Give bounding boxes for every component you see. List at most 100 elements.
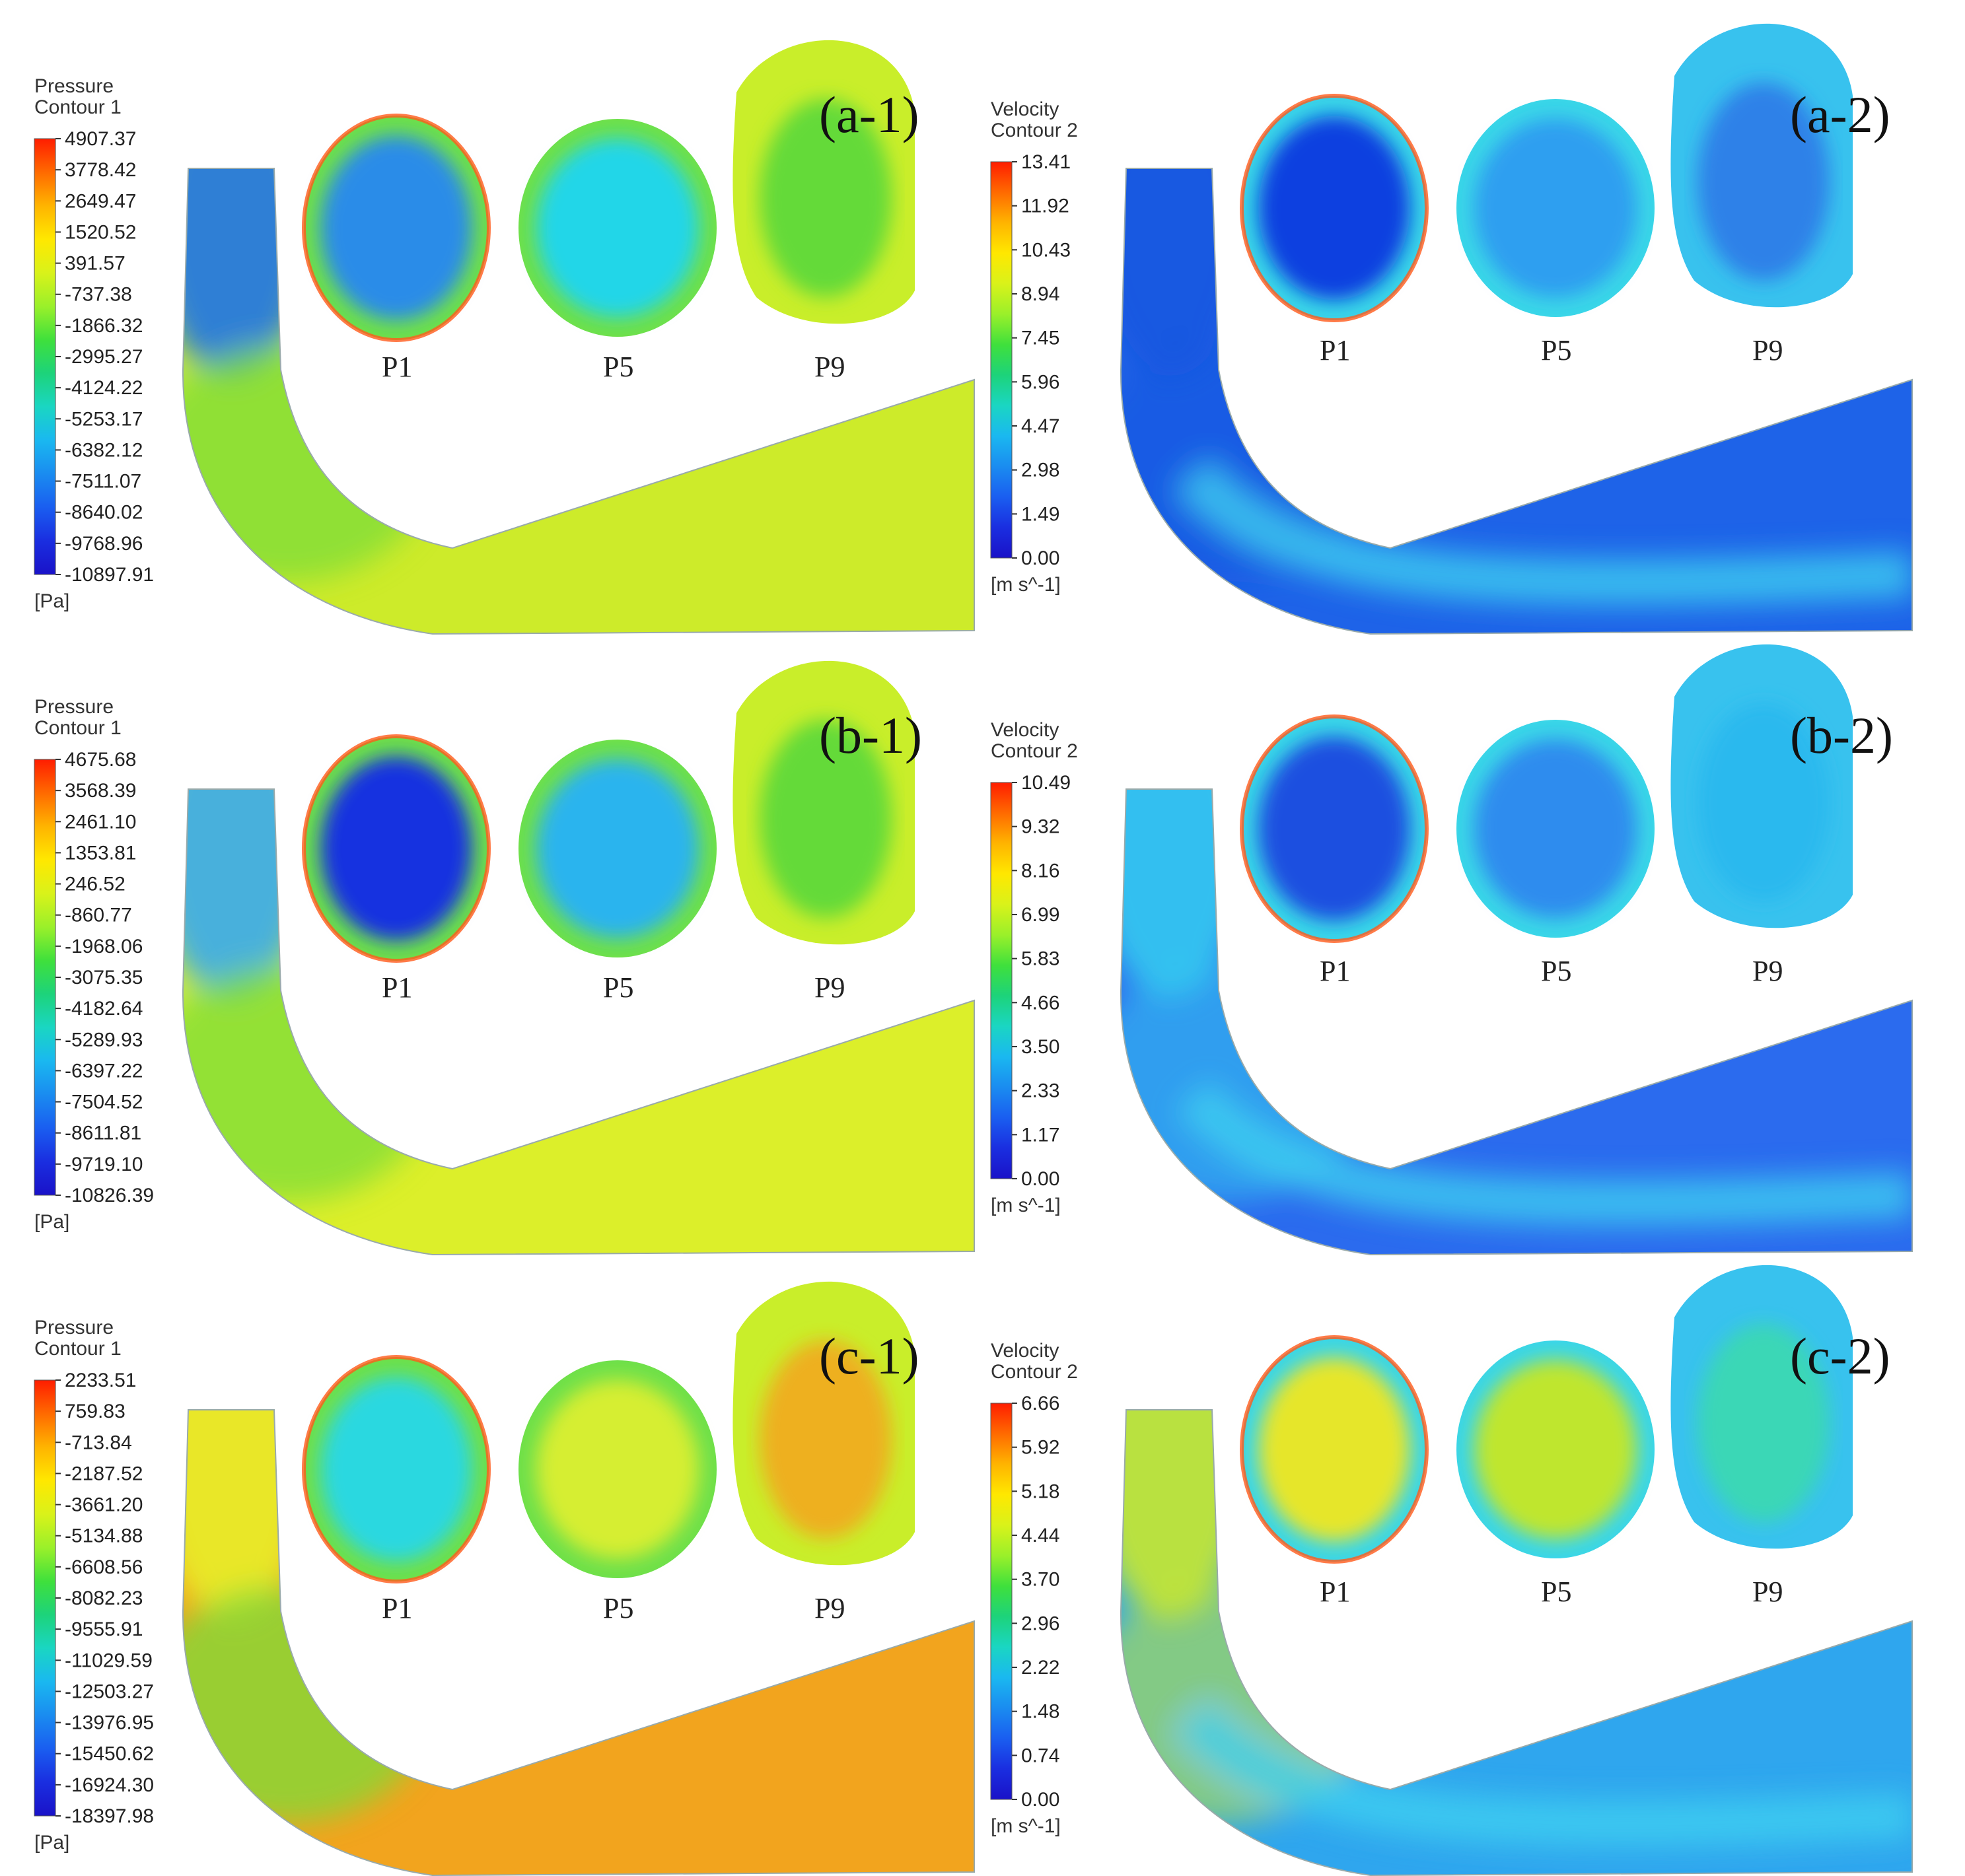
section-p9 xyxy=(732,40,915,324)
legend-tick-label: 1353.81 xyxy=(65,842,136,864)
legend-tick-label: 4.47 xyxy=(1021,415,1059,437)
legend-colorbar xyxy=(990,161,1013,559)
section-label: P1 xyxy=(1320,1576,1350,1608)
legend-tick-label: 0.00 xyxy=(1021,1168,1059,1190)
section-p1 xyxy=(302,114,491,342)
legend-tick-label: -8640.02 xyxy=(65,502,143,524)
legend-tick-label: -2187.52 xyxy=(65,1463,143,1484)
section-label: P9 xyxy=(814,351,845,383)
section-p5 xyxy=(1456,1340,1655,1558)
legend-tick-label: 3.70 xyxy=(1021,1569,1059,1591)
panel-label: (a-2) xyxy=(1790,86,1890,143)
legend-tick-label: -1866.32 xyxy=(65,315,143,337)
legend-tick-label: 5.92 xyxy=(1021,1437,1059,1459)
section-label: P5 xyxy=(1541,334,1571,366)
section-p5 xyxy=(1456,720,1655,938)
legend-tick-label: 2233.51 xyxy=(65,1370,136,1391)
legend-tick-label: -3075.35 xyxy=(65,967,143,989)
legend-tick-label: 2649.47 xyxy=(65,190,136,212)
legend-tick-label: 6.99 xyxy=(1021,904,1059,926)
legend-subtitle: Contour 1 xyxy=(34,1338,122,1360)
legend-tick-label: 3568.39 xyxy=(65,780,136,802)
legend-unit: [Pa] xyxy=(34,1211,69,1233)
legend-tick-label: -12503.27 xyxy=(65,1681,154,1702)
section-label: P9 xyxy=(1752,955,1783,987)
legend-tick-label: 13.41 xyxy=(1021,151,1071,173)
section-label: P9 xyxy=(1752,334,1783,366)
legend-tick-label: -6608.56 xyxy=(65,1556,143,1578)
legend-tick-label: -3661.20 xyxy=(65,1494,143,1516)
section-p9 xyxy=(1670,644,1853,928)
legend-tick-label: 5.18 xyxy=(1021,1480,1059,1502)
legend-tick-label: 1.17 xyxy=(1021,1124,1059,1146)
legend-unit: [Pa] xyxy=(34,590,69,612)
legend-unit: [m s^-1] xyxy=(991,1195,1061,1216)
section-p5 xyxy=(1456,99,1655,317)
legend-tick-label: -6397.22 xyxy=(65,1060,143,1082)
legend-tick-label: -9719.10 xyxy=(65,1154,143,1175)
legend-colorbar xyxy=(34,1379,56,1817)
section-label: P1 xyxy=(382,351,412,383)
legend-tick-label: -1968.06 xyxy=(65,936,143,957)
legend-colorbar xyxy=(34,138,56,575)
legend-tick-label: 5.83 xyxy=(1021,948,1059,970)
legend-title: Pressure xyxy=(34,696,114,718)
legend-tick-label: -15450.62 xyxy=(65,1743,154,1765)
legend-tick-label: -5289.93 xyxy=(65,1029,143,1051)
section-p5 xyxy=(518,119,717,337)
legend-tick-label: 759.83 xyxy=(65,1401,125,1422)
section-label: P5 xyxy=(603,971,633,1004)
section-p9 xyxy=(732,1281,915,1566)
legend-tick-label: -4124.22 xyxy=(65,377,143,399)
section-p9 xyxy=(1670,1265,1853,1549)
legend-tick-label: 1520.52 xyxy=(65,221,136,243)
legend-tick-label: 6.66 xyxy=(1021,1393,1059,1414)
legend-unit: [m s^-1] xyxy=(991,1815,1061,1837)
legend-tick-label: -7511.07 xyxy=(65,471,141,493)
legend-tick-label: -8611.81 xyxy=(65,1123,141,1144)
legend-tick-label: -10826.39 xyxy=(65,1185,154,1206)
legend-tick-label: 0.74 xyxy=(1021,1745,1059,1766)
section-label: P1 xyxy=(382,1592,412,1624)
legend-title: Pressure xyxy=(34,1317,114,1338)
legend-tick-label: 4907.37 xyxy=(65,128,136,150)
section-p1 xyxy=(302,734,491,963)
section-label: P5 xyxy=(603,351,633,383)
legend-tick-label: 1.48 xyxy=(1021,1701,1059,1723)
panel-label: (c-2) xyxy=(1790,1327,1890,1385)
section-p9 xyxy=(1670,23,1853,308)
legend-tick-label: 2.22 xyxy=(1021,1657,1059,1679)
legend-tick-label: 246.52 xyxy=(65,874,125,895)
legend-tick-label: 4675.68 xyxy=(65,749,136,771)
legend-title: Velocity xyxy=(991,1340,1059,1362)
section-label: P1 xyxy=(1320,334,1350,366)
section-p1 xyxy=(1240,94,1429,322)
legend-title: Pressure xyxy=(34,75,114,97)
legend-tick-label: -13976.95 xyxy=(65,1712,154,1734)
legend-tick-label: -18397.98 xyxy=(65,1805,154,1827)
legend-subtitle: Contour 1 xyxy=(34,717,122,739)
legend-tick-label: 5.96 xyxy=(1021,371,1059,393)
legend-subtitle: Contour 2 xyxy=(991,120,1078,141)
legend-tick-label: 4.44 xyxy=(1021,1525,1059,1546)
legend-tick-label: -5134.88 xyxy=(65,1525,143,1547)
legend-tick-label: -7504.52 xyxy=(65,1092,143,1113)
legend-tick-label: -5253.17 xyxy=(65,408,143,430)
legend-colorbar xyxy=(990,782,1013,1179)
legend-title: Velocity xyxy=(991,719,1059,741)
panel-label: (b-2) xyxy=(1790,707,1893,764)
section-label: P5 xyxy=(1541,1576,1571,1608)
legend-tick-label: 1.49 xyxy=(1021,503,1059,525)
legend-tick-label: -6382.12 xyxy=(65,439,143,461)
legend-subtitle: Contour 1 xyxy=(34,96,122,118)
legend-tick-label: 8.94 xyxy=(1021,283,1059,305)
section-p5 xyxy=(518,740,717,957)
legend-tick-label: -16924.30 xyxy=(65,1774,154,1796)
legend-tick-label: 2.96 xyxy=(1021,1613,1059,1634)
legend-tick-label: -737.38 xyxy=(65,284,132,306)
section-p5 xyxy=(518,1360,717,1578)
legend-tick-label: 8.16 xyxy=(1021,860,1059,882)
